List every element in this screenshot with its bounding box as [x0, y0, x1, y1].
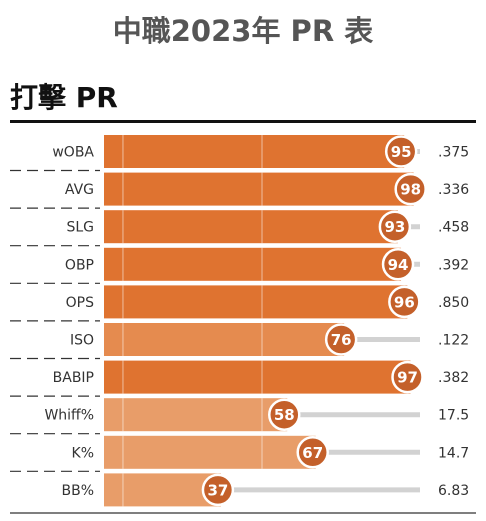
stat-value: 6.83: [438, 483, 469, 499]
percentile-label: 76: [331, 331, 352, 349]
percentile-badge: [201, 473, 235, 507]
percentile-label: 93: [384, 218, 405, 236]
bar: [104, 473, 221, 507]
percentile-badge: [391, 360, 424, 394]
category-label: AVG: [65, 182, 94, 198]
stat-value: .336: [438, 182, 469, 198]
bar: [104, 247, 402, 281]
stat-value: .122: [438, 333, 469, 349]
percentile-badge: [324, 323, 358, 356]
category-label: BABIP: [53, 370, 94, 386]
category-label: BB%: [61, 483, 94, 499]
percentile-label: 96: [394, 293, 415, 311]
percentile-badge: [388, 285, 421, 319]
bar: [104, 323, 345, 356]
percentile-label: 98: [400, 181, 421, 199]
stat-value: .850: [438, 295, 469, 311]
bar: [104, 398, 288, 432]
percentile-label: 97: [397, 369, 418, 387]
stat-value: .392: [438, 257, 469, 273]
bar: [104, 135, 405, 168]
bar: [104, 435, 316, 469]
category-label: K%: [72, 445, 94, 461]
percentile-label: 94: [388, 256, 409, 274]
category-label: ISO: [70, 333, 94, 349]
page-title: 中職2023年 PR 表: [112, 14, 374, 48]
section-title: 打擊 PR: [10, 81, 118, 114]
section-divider: [10, 120, 476, 123]
bar: [104, 360, 411, 394]
category-label: wOBA: [52, 145, 94, 161]
category-label: Whiff%: [44, 408, 94, 424]
percentile-badge: [384, 135, 418, 168]
percentile-badge: [268, 398, 301, 431]
category-label: OPS: [66, 295, 94, 311]
bar: [104, 172, 414, 206]
stat-value: 17.5: [438, 408, 469, 424]
bar: [104, 285, 408, 319]
percentile-badge: [381, 248, 415, 281]
percentile-badge: [394, 172, 427, 206]
stat-value: .458: [438, 220, 469, 236]
percentile-badge: [296, 436, 329, 469]
bar: [104, 210, 398, 244]
category-label: OBP: [65, 257, 94, 273]
stat-value: .382: [438, 370, 469, 386]
percentile-label: 67: [302, 444, 323, 462]
percentile-label: 95: [391, 143, 412, 161]
stat-value: .375: [438, 145, 469, 161]
percentile-label: 58: [274, 406, 295, 424]
percentile-label: 37: [207, 481, 228, 499]
category-label: SLG: [66, 220, 94, 236]
percentile-badge: [378, 210, 412, 243]
stat-value: 14.7: [438, 445, 469, 461]
